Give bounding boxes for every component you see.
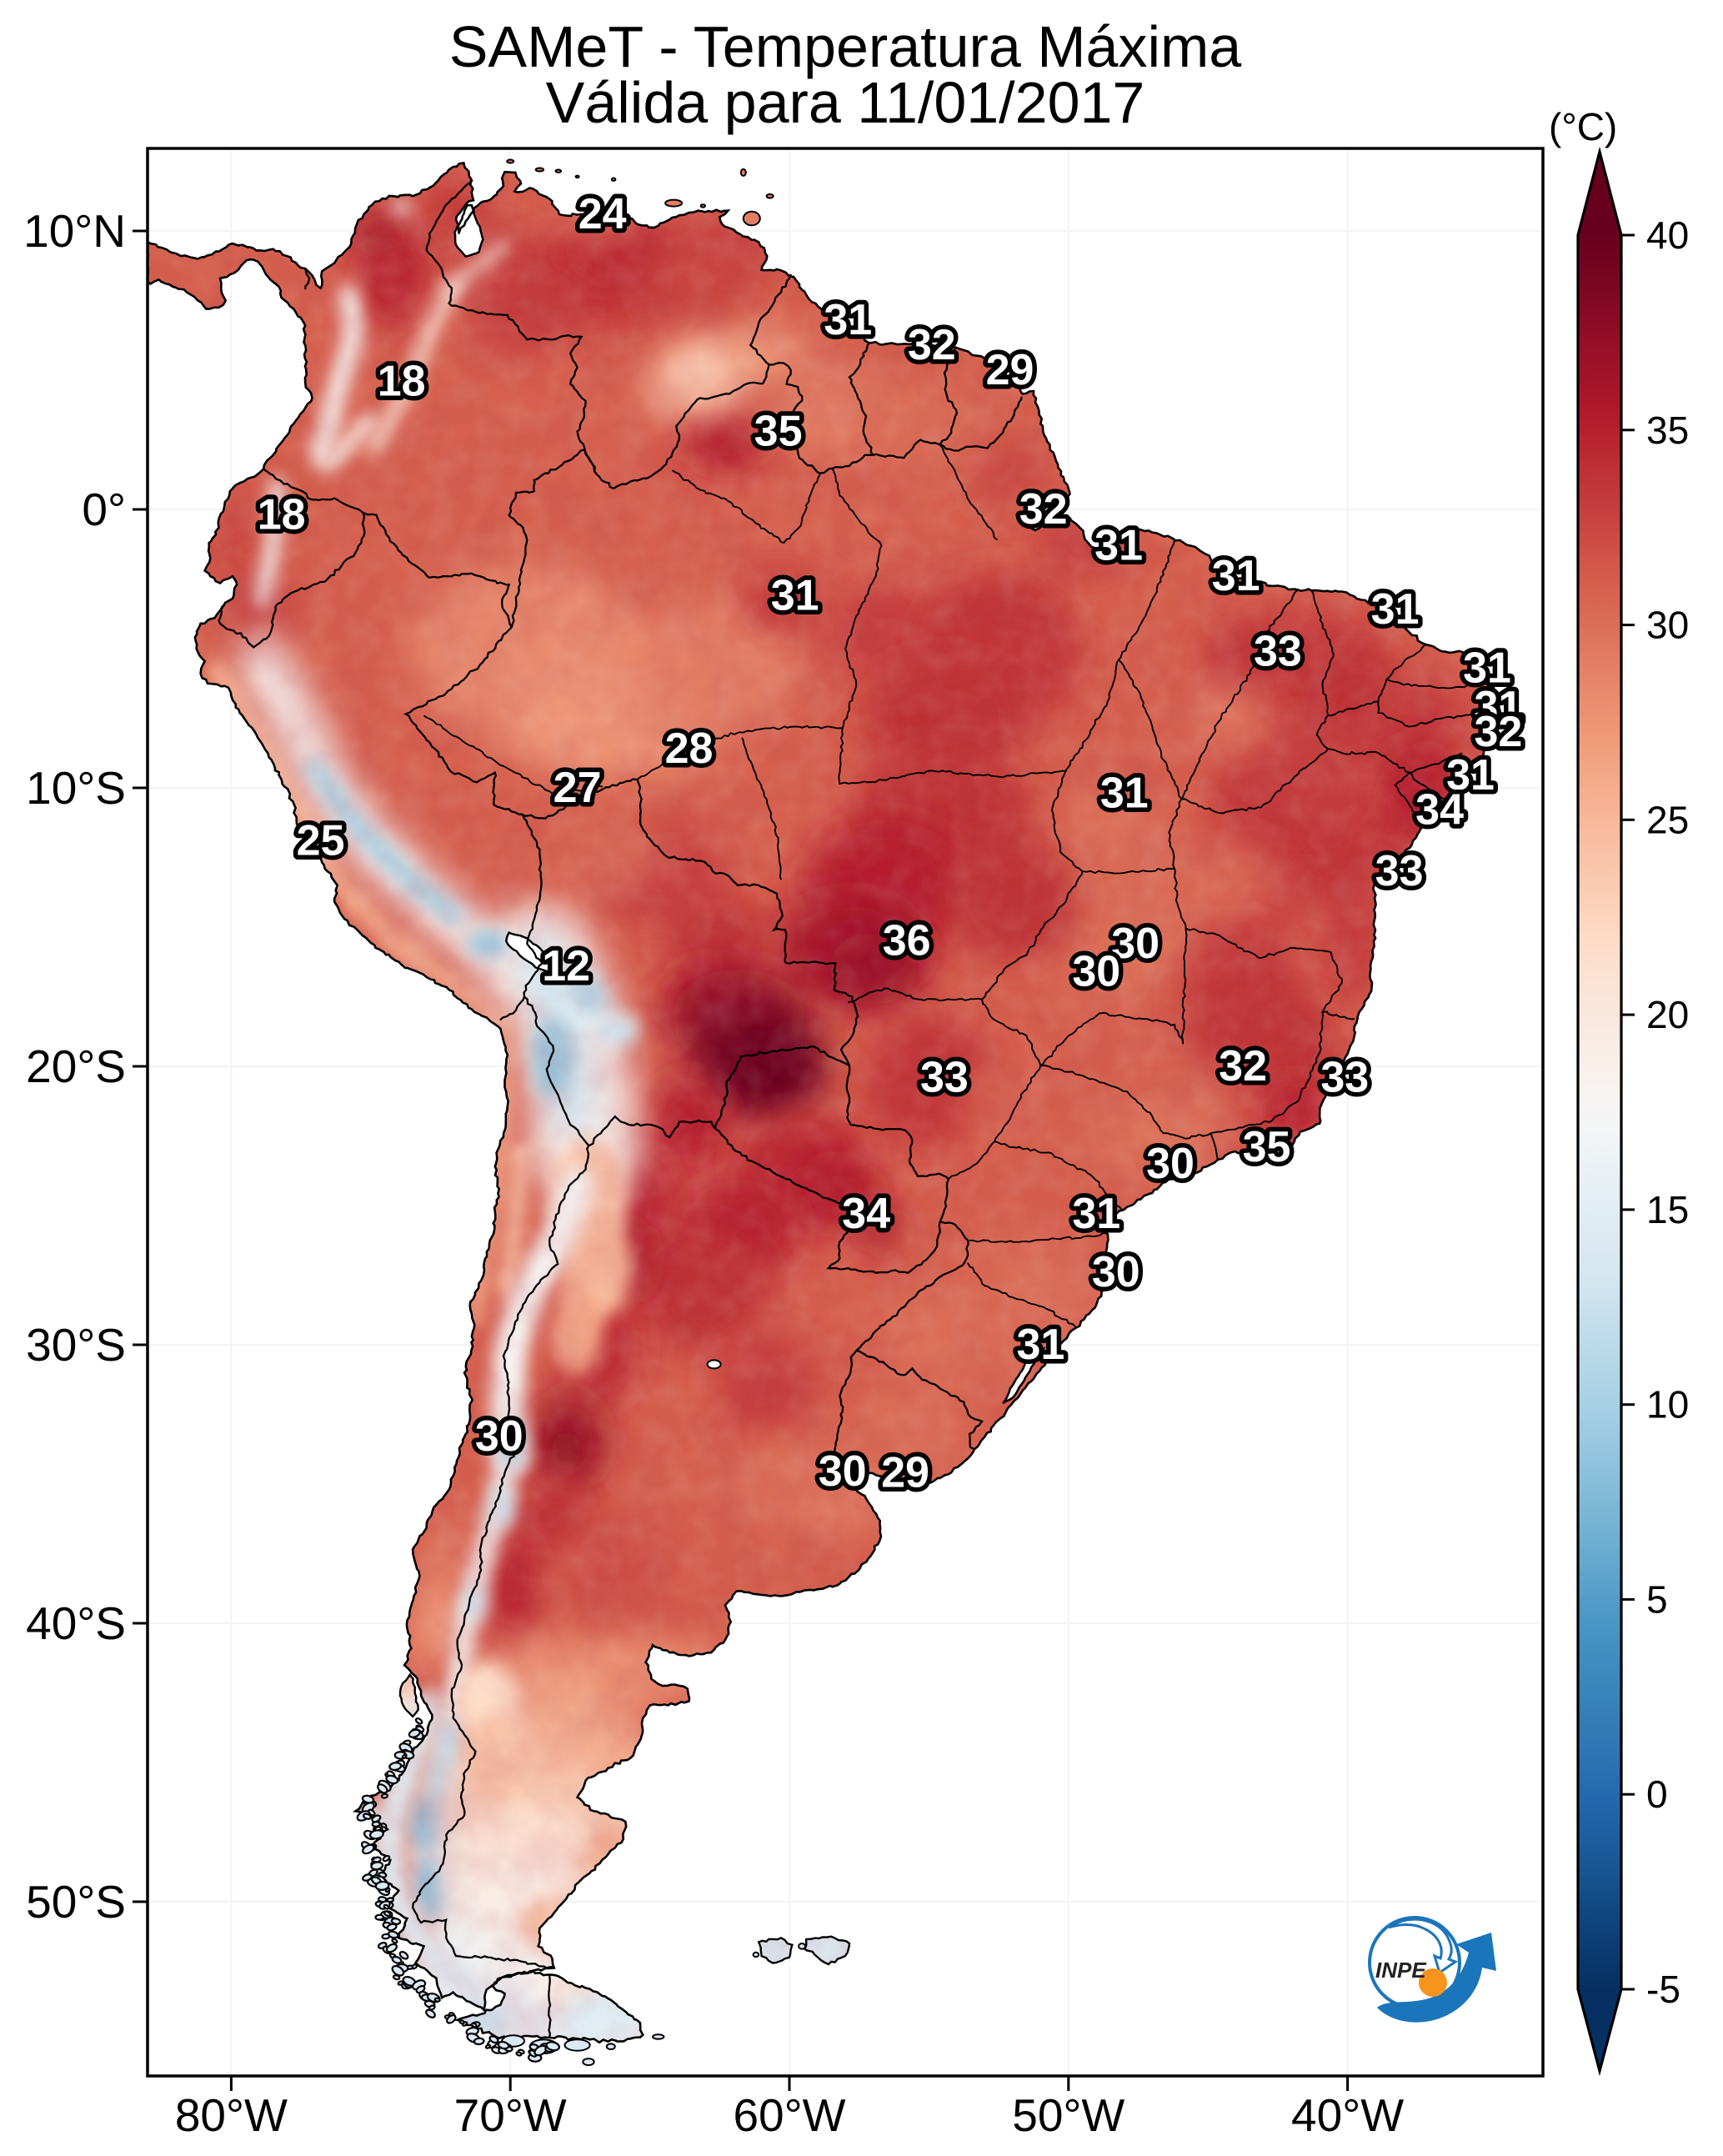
svg-text:31: 31: [824, 296, 872, 344]
svg-text:31: 31: [1212, 552, 1260, 600]
svg-text:31: 31: [771, 572, 819, 620]
svg-text:0°: 0°: [82, 484, 126, 535]
svg-text:33: 33: [1375, 847, 1424, 895]
svg-text:29: 29: [986, 346, 1034, 394]
svg-text:30: 30: [1146, 1140, 1195, 1188]
svg-text:32: 32: [1019, 485, 1068, 534]
svg-text:25: 25: [297, 817, 345, 865]
svg-text:(°C): (°C): [1549, 105, 1617, 148]
svg-text:25: 25: [1646, 798, 1689, 841]
svg-text:33: 33: [1254, 627, 1302, 675]
svg-text:15: 15: [1646, 1188, 1689, 1231]
svg-text:30: 30: [1092, 1248, 1140, 1296]
svg-text:31: 31: [1072, 1190, 1120, 1238]
svg-text:31: 31: [1446, 751, 1495, 800]
svg-text:30: 30: [1072, 947, 1120, 995]
svg-text:40°W: 40°W: [1291, 2089, 1404, 2141]
svg-text:10°N: 10°N: [23, 205, 126, 257]
svg-text:18: 18: [378, 357, 426, 405]
svg-text:30: 30: [819, 1447, 867, 1496]
svg-text:50°W: 50°W: [1012, 2089, 1124, 2141]
svg-text:SAMeT - Temperatura Máxima: SAMeT - Temperatura Máxima: [449, 14, 1242, 79]
svg-text:30°S: 30°S: [26, 1319, 126, 1371]
svg-text:35: 35: [1243, 1123, 1291, 1171]
svg-text:Válida para 11/01/2017: Válida para 11/01/2017: [546, 70, 1145, 135]
svg-text:20: 20: [1646, 993, 1689, 1036]
svg-text:33: 33: [1320, 1053, 1369, 1101]
svg-text:27: 27: [553, 764, 602, 812]
svg-text:0: 0: [1646, 1772, 1668, 1816]
svg-text:32: 32: [1474, 708, 1522, 756]
svg-text:31: 31: [1100, 770, 1149, 818]
svg-text:24: 24: [579, 190, 627, 238]
svg-text:30: 30: [475, 1412, 523, 1461]
svg-text:32: 32: [908, 321, 956, 369]
svg-text:31: 31: [1094, 521, 1143, 569]
svg-text:31: 31: [1463, 644, 1511, 692]
svg-text:70°W: 70°W: [454, 2089, 567, 2141]
svg-text:20°S: 20°S: [26, 1040, 126, 1092]
svg-text:33: 33: [920, 1053, 969, 1101]
svg-text:36: 36: [883, 917, 931, 965]
svg-text:80°W: 80°W: [175, 2089, 288, 2141]
svg-text:40: 40: [1646, 213, 1689, 257]
svg-text:5: 5: [1646, 1577, 1668, 1621]
svg-text:32: 32: [1219, 1042, 1267, 1091]
svg-text:30: 30: [1646, 604, 1689, 647]
svg-text:12: 12: [542, 942, 590, 990]
svg-text:INPE: INPE: [1375, 1958, 1426, 1983]
svg-text:35: 35: [1646, 409, 1689, 452]
svg-text:50°S: 50°S: [26, 1876, 126, 1928]
svg-text:10: 10: [1646, 1383, 1689, 1426]
svg-text:35: 35: [754, 408, 803, 456]
svg-text:10°S: 10°S: [26, 762, 126, 814]
svg-text:30: 30: [1111, 920, 1160, 968]
svg-text:34: 34: [1415, 786, 1464, 835]
svg-text:18: 18: [258, 491, 306, 539]
svg-text:60°W: 60°W: [733, 2089, 845, 2141]
svg-text:-5: -5: [1646, 1968, 1680, 2011]
svg-text:31: 31: [1016, 1321, 1064, 1369]
svg-text:31: 31: [1371, 585, 1420, 634]
svg-text:29: 29: [881, 1449, 929, 1497]
svg-text:31: 31: [1474, 683, 1522, 731]
svg-text:34: 34: [842, 1190, 890, 1238]
svg-text:28: 28: [665, 725, 714, 773]
svg-text:40°S: 40°S: [26, 1597, 126, 1649]
